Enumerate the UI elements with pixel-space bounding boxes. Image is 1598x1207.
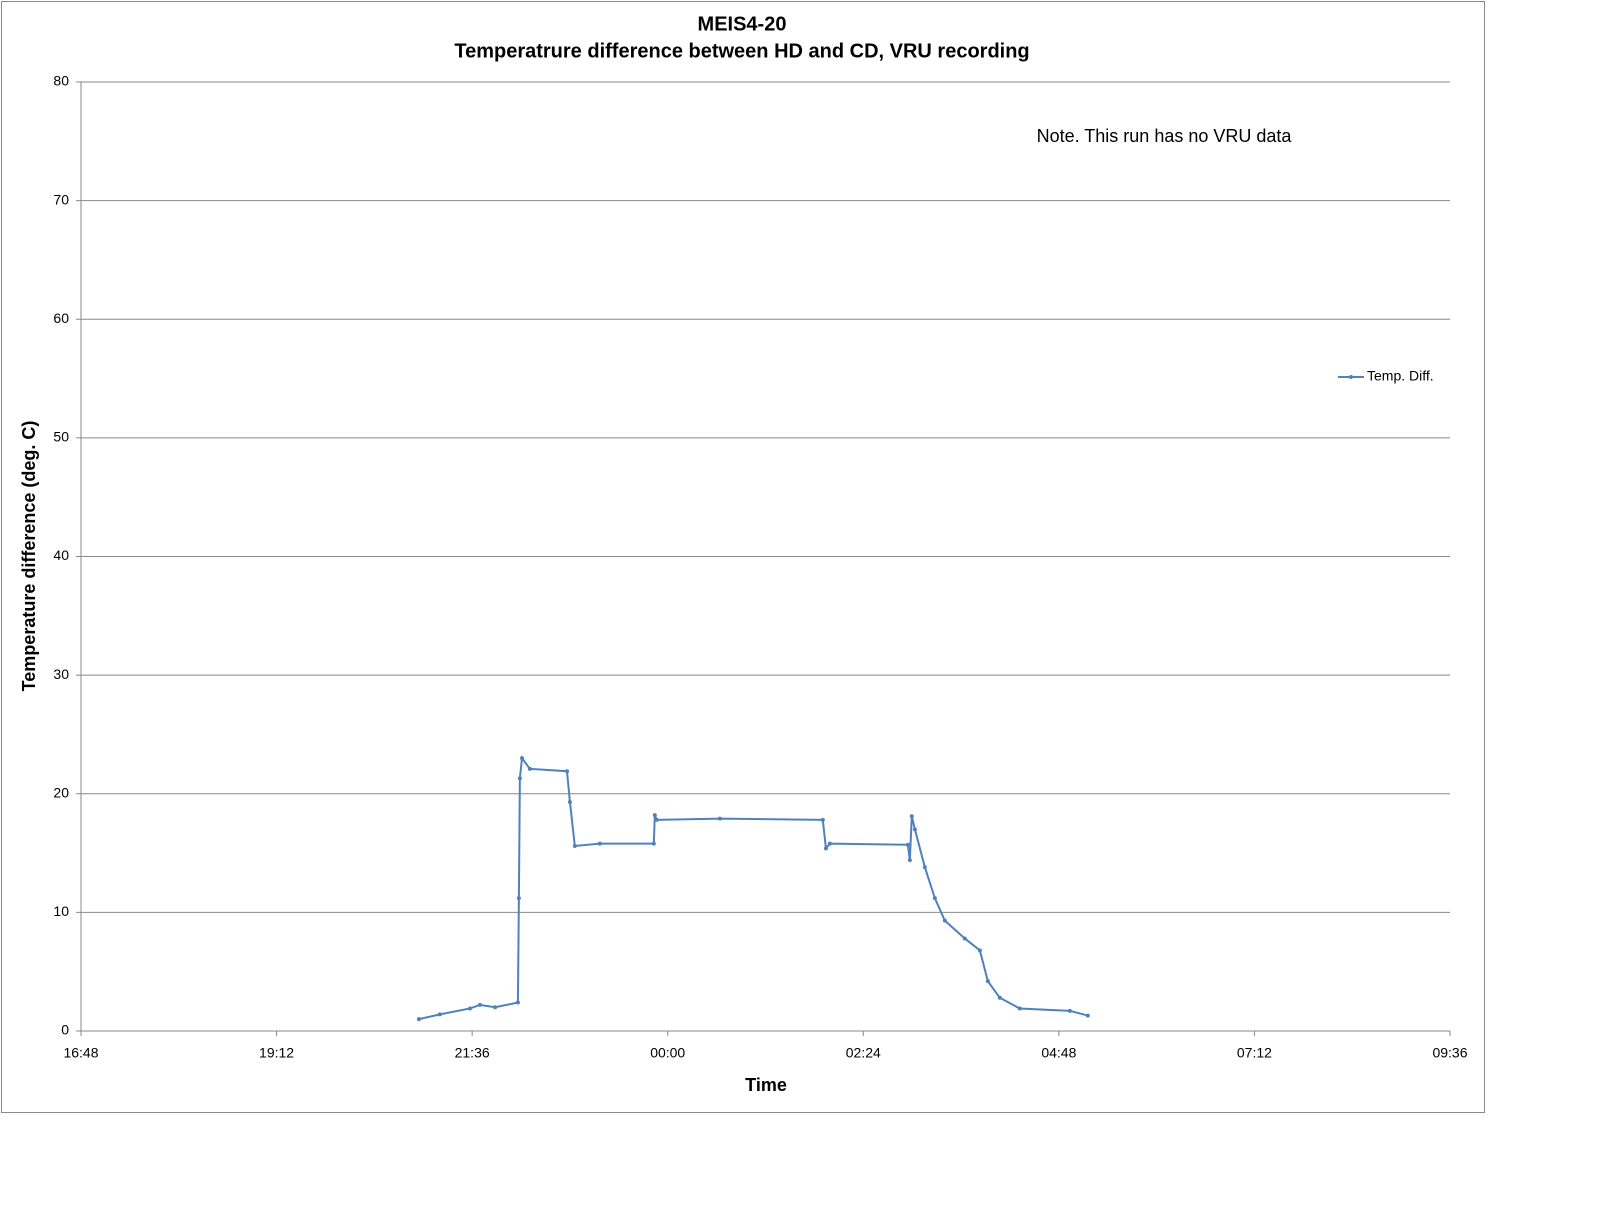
data-point: [654, 817, 659, 822]
data-point: [597, 841, 602, 846]
data-point: [1017, 1006, 1022, 1011]
data-point: [977, 948, 982, 953]
data-point: [909, 814, 914, 819]
data-point: [564, 769, 569, 774]
data-point: [942, 918, 947, 923]
x-tick-label: 19:12: [259, 1045, 294, 1061]
data-point: [905, 842, 910, 847]
data-point: [651, 841, 656, 846]
data-point: [1067, 1008, 1072, 1013]
data-point: [516, 896, 521, 901]
y-tick-label: 40: [53, 547, 69, 563]
data-point: [467, 1006, 472, 1011]
y-tick-label: 80: [53, 73, 69, 89]
y-tick-label: 30: [53, 666, 69, 682]
y-tick-label: 70: [53, 191, 69, 207]
y-tick-label: 50: [53, 429, 69, 445]
chart-subtitle: Temperatrure difference between HD and C…: [454, 40, 1029, 62]
data-point: [572, 843, 577, 848]
data-point: [820, 817, 825, 822]
data-point: [912, 827, 917, 832]
data-point: [517, 776, 522, 781]
y-tick-label: 60: [53, 310, 69, 326]
data-point: [515, 1000, 520, 1005]
y-tick-label: 20: [53, 784, 69, 800]
data-point: [997, 995, 1002, 1000]
data-point: [437, 1012, 442, 1017]
data-point: [932, 896, 937, 901]
data-point: [477, 1002, 482, 1007]
data-point: [493, 1005, 498, 1010]
x-tick-label: 16:48: [63, 1045, 98, 1061]
x-tick-label: 07:12: [1237, 1045, 1272, 1061]
data-point: [652, 813, 657, 818]
data-point: [1085, 1013, 1090, 1018]
data-point: [985, 979, 990, 984]
x-axis-title: Time: [745, 1075, 787, 1095]
data-point: [567, 800, 572, 805]
legend-label: Temp. Diff.: [1367, 368, 1434, 384]
annotation: Note. This run has no VRU data: [1037, 126, 1293, 146]
x-tick-label: 21:36: [455, 1045, 490, 1061]
data-point: [823, 846, 828, 851]
data-point: [907, 858, 912, 863]
legend-marker: [1349, 375, 1353, 379]
x-tick-label: 00:00: [650, 1045, 685, 1061]
data-point: [520, 756, 525, 761]
x-tick-label: 02:24: [846, 1045, 881, 1061]
data-point: [962, 936, 967, 941]
data-point: [717, 816, 722, 821]
data-point: [416, 1017, 421, 1022]
data-point: [527, 766, 532, 771]
y-axis-title: Temperature difference (deg. C): [19, 421, 39, 692]
chart-title: MEIS4-20: [698, 13, 787, 35]
y-tick-label: 10: [53, 903, 69, 919]
y-tick-label: 0: [61, 1022, 69, 1038]
x-tick-label: 04:48: [1041, 1045, 1076, 1061]
x-tick-label: 09:36: [1432, 1045, 1467, 1061]
data-point: [827, 841, 832, 846]
data-point: [922, 865, 927, 870]
